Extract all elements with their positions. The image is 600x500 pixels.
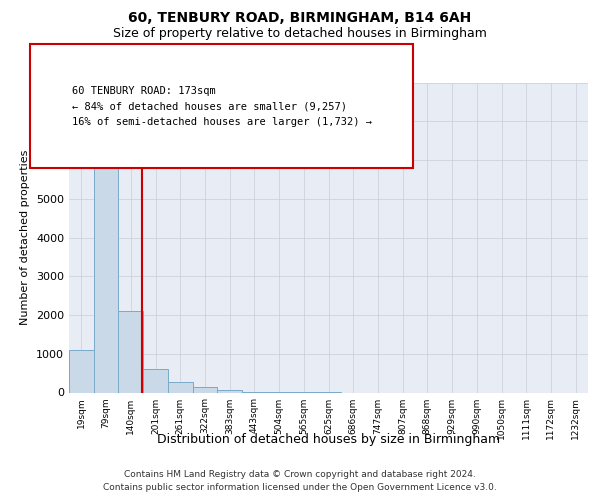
- Text: Contains public sector information licensed under the Open Government Licence v3: Contains public sector information licen…: [103, 484, 497, 492]
- Text: Size of property relative to detached houses in Birmingham: Size of property relative to detached ho…: [113, 28, 487, 40]
- Bar: [193, 387, 217, 392]
- Text: Contains HM Land Registry data © Crown copyright and database right 2024.: Contains HM Land Registry data © Crown c…: [124, 470, 476, 479]
- Bar: [217, 390, 242, 392]
- Bar: [94, 136, 118, 392]
- Bar: [143, 369, 168, 392]
- Bar: [118, 311, 143, 392]
- Bar: [69, 350, 94, 393]
- Y-axis label: Number of detached properties: Number of detached properties: [20, 150, 31, 325]
- Text: 60 TENBURY ROAD: 173sqm
← 84% of detached houses are smaller (9,257)
16% of semi: 60 TENBURY ROAD: 173sqm ← 84% of detache…: [71, 86, 371, 127]
- Bar: [168, 382, 193, 392]
- Text: Distribution of detached houses by size in Birmingham: Distribution of detached houses by size …: [157, 432, 500, 446]
- Text: 60, TENBURY ROAD, BIRMINGHAM, B14 6AH: 60, TENBURY ROAD, BIRMINGHAM, B14 6AH: [128, 11, 472, 25]
